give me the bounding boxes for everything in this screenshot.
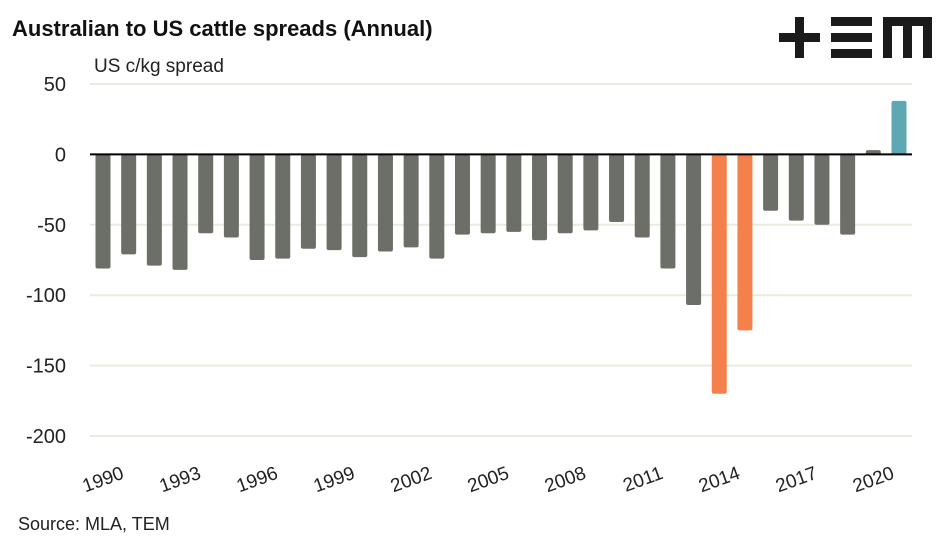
y-tick-label: -200: [26, 426, 66, 448]
y-tick-label: 0: [55, 144, 66, 166]
x-tick-label: 2011: [620, 463, 666, 497]
bar-2010: [609, 154, 625, 222]
chart-title: Australian to US cattle spreads (Annual): [12, 16, 433, 41]
x-tick-label: 2014: [696, 463, 743, 497]
bar-2011: [634, 154, 650, 238]
bar-2019: [840, 154, 856, 235]
bar-2005: [480, 154, 496, 234]
bar-2001: [377, 154, 393, 252]
x-tick-label: 2005: [465, 463, 512, 497]
bar-2012: [660, 154, 676, 269]
bar-1994: [198, 154, 214, 234]
bar-1995: [223, 154, 239, 238]
y-tick-label: 50: [44, 74, 66, 96]
bar-2021: [891, 100, 907, 155]
bar-2003: [429, 154, 445, 259]
x-tick-label: 2002: [388, 463, 435, 497]
x-tick-label: 2017: [773, 463, 820, 497]
bar-1996: [249, 154, 265, 260]
bar-2015: [737, 154, 753, 331]
y-tick-label: -150: [26, 356, 66, 378]
tem-logo: [779, 17, 932, 58]
bar-1999: [326, 154, 342, 251]
bar-2020: [865, 150, 881, 155]
x-tick-label: 2008: [542, 463, 589, 497]
bar-1997: [275, 154, 291, 259]
bar-2018: [814, 154, 830, 225]
bar-1990: [95, 154, 111, 269]
bar-2009: [583, 154, 599, 231]
x-tick-label: 2020: [850, 463, 897, 497]
bar-1991: [121, 154, 137, 255]
bar-2002: [403, 154, 419, 248]
x-tick-label: 1993: [157, 463, 204, 497]
source-note: Source: MLA, TEM: [18, 514, 170, 534]
bar-2016: [763, 154, 779, 211]
x-tick-label: 1990: [80, 463, 127, 497]
bar-2008: [557, 154, 573, 234]
x-tick-label: 1999: [311, 463, 358, 497]
bar-1993: [172, 154, 188, 270]
y-tick-label: -100: [26, 285, 66, 307]
bar-1992: [146, 154, 162, 266]
bar-2014: [711, 154, 727, 394]
bar-2006: [506, 154, 522, 232]
bar-2000: [352, 154, 368, 258]
x-tick-label: 1996: [234, 463, 281, 497]
bar-1998: [300, 154, 316, 249]
y-tick-label: -50: [37, 215, 66, 237]
bar-2004: [454, 154, 470, 235]
y-axis-label: US c/kg spread: [94, 56, 224, 77]
bar-2013: [686, 154, 702, 306]
bar-2007: [532, 154, 548, 241]
bar-2017: [788, 154, 804, 221]
